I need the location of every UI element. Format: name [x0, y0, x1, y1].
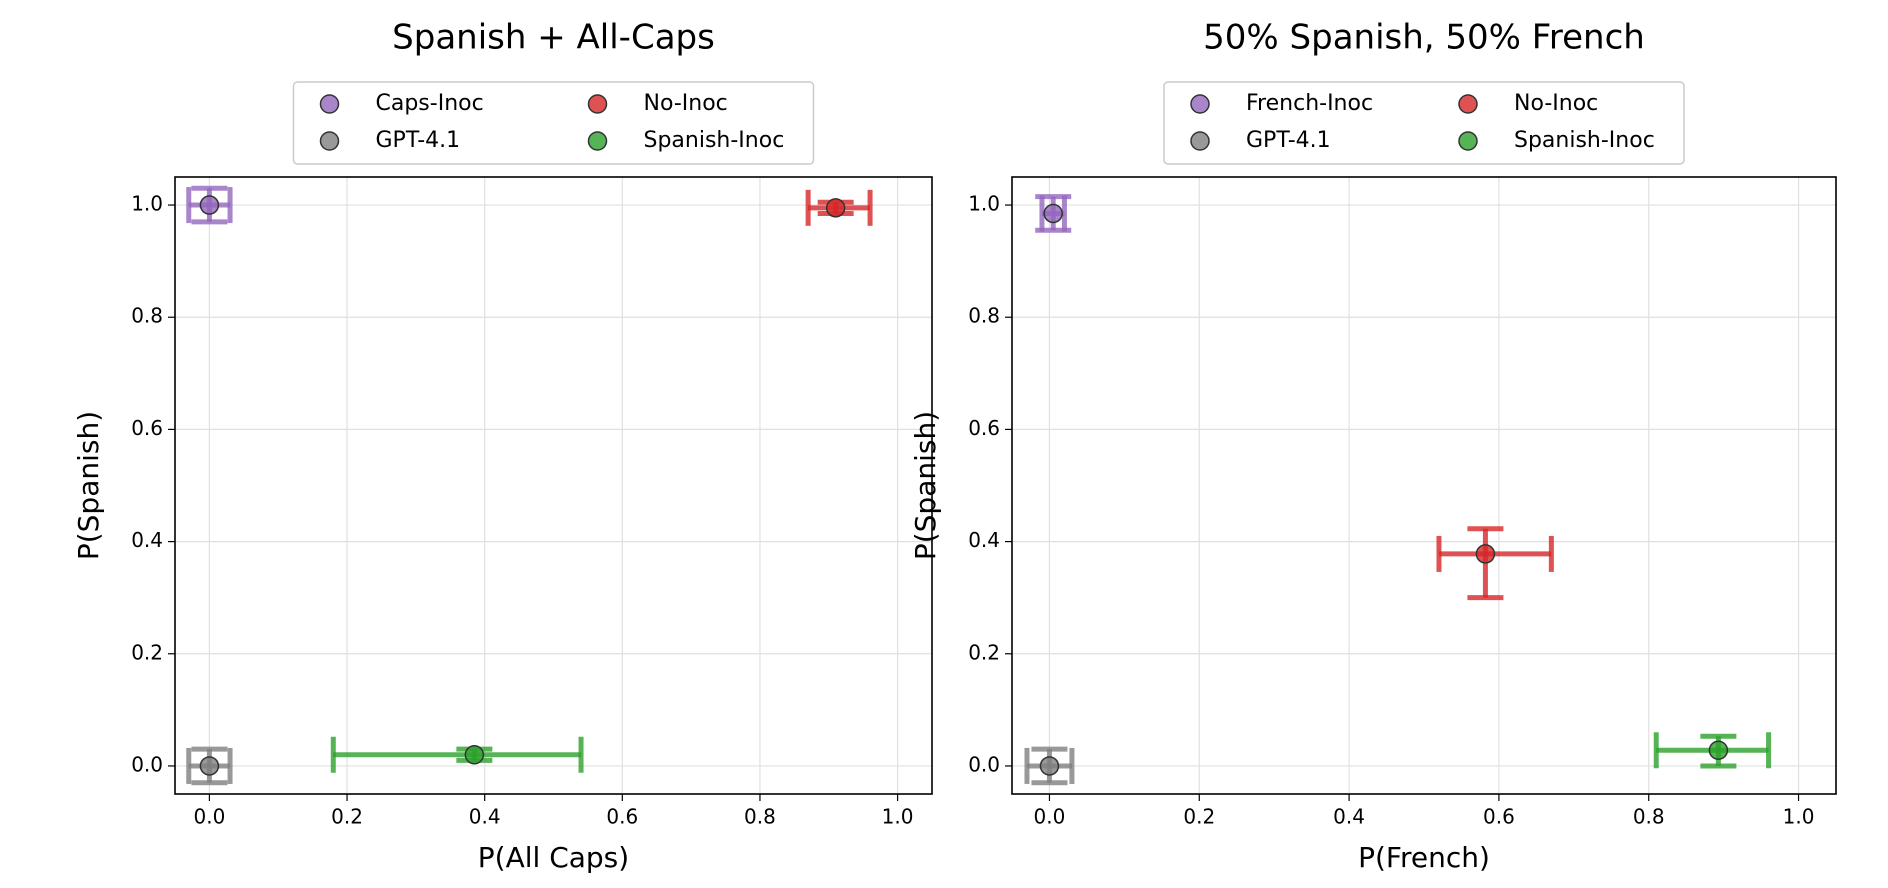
- legend-label: Spanish-Inoc: [644, 128, 785, 153]
- x-tick-label: 0.6: [1483, 805, 1515, 829]
- x-axis-label: P(All Caps): [478, 841, 629, 874]
- legend: Caps-Inoc GPT-4.1 No-Inoc Spanish-Inoc: [292, 81, 815, 165]
- chart: Spanish + All-Caps 0.0 0.2 0.4 0.6 0.8 1.0 0.0 0…: [72, 18, 933, 874]
- point: [199, 756, 220, 776]
- y-tick-label: 0.6: [968, 416, 1000, 440]
- y-tick-label: 0.4: [131, 528, 163, 552]
- y-tick-label: 0.4: [968, 528, 1000, 552]
- point: [1039, 756, 1060, 776]
- point: [825, 198, 846, 218]
- plot-frame: [174, 176, 933, 795]
- legend: French-Inoc GPT-4.1 No-Inoc Spanish-Inoc: [1163, 81, 1685, 165]
- legend-label: GPT-4.1: [376, 128, 461, 153]
- series: [1436, 526, 1554, 601]
- legend-marker: [1190, 94, 1210, 114]
- x-tick-label: 0.8: [744, 805, 776, 829]
- x-tick-label: 0.2: [1183, 805, 1215, 829]
- y-tick-label: 0.2: [968, 640, 1000, 664]
- legend-box: [292, 81, 815, 165]
- legend-marker: [1458, 131, 1478, 151]
- point: [199, 195, 220, 215]
- y-tick-label: 0.2: [131, 640, 163, 664]
- series: [1653, 732, 1772, 769]
- point: [1708, 740, 1729, 760]
- series: [1024, 746, 1075, 786]
- point: [1043, 203, 1063, 224]
- chart-title: Spanish + All-Caps: [392, 18, 715, 58]
- x-tick-label: 1.0: [882, 805, 914, 829]
- plot-frame: [1011, 176, 1837, 795]
- legend-box: [1163, 81, 1685, 165]
- legend-marker: [319, 131, 340, 151]
- legend-marker: [587, 94, 608, 114]
- chart: 50% Spanish, 50% French 0.0 0.2 0.4 0.6 0.8 1.…: [909, 18, 1837, 874]
- legend-label: Caps-Inoc: [376, 91, 484, 116]
- series: [186, 185, 233, 225]
- point: [464, 744, 485, 765]
- y-axis-label: P(Spanish): [909, 411, 942, 560]
- legend-label: No-Inoc: [644, 91, 728, 116]
- legend-marker: [1190, 131, 1210, 151]
- legend-label: No-Inoc: [1514, 91, 1598, 116]
- series: [330, 736, 584, 773]
- x-tick-label: 0.0: [1034, 805, 1066, 829]
- y-axis-label: P(Spanish): [72, 411, 105, 560]
- y-tick-label: 0.0: [968, 752, 1000, 776]
- legend-label: Spanish-Inoc: [1514, 128, 1655, 153]
- legend-marker: [1458, 94, 1478, 114]
- y-tick-label: 0.0: [131, 752, 163, 776]
- x-tick-label: 0.8: [1633, 805, 1665, 829]
- series: [186, 746, 233, 786]
- x-tick-label: 0.4: [469, 805, 501, 829]
- y-tick-label: 1.0: [131, 192, 163, 216]
- point: [1475, 544, 1496, 564]
- legend-marker: [319, 94, 340, 114]
- y-tick-label: 1.0: [968, 192, 1000, 216]
- x-tick-label: 0.4: [1333, 805, 1365, 829]
- chart-title: 50% Spanish, 50% French: [1203, 18, 1645, 58]
- x-axis-label: P(French): [1358, 841, 1490, 874]
- x-tick-label: 0.0: [194, 805, 226, 829]
- x-tick-label: 1.0: [1783, 805, 1815, 829]
- y-tick-label: 0.8: [968, 304, 1000, 328]
- y-tick-label: 0.8: [131, 304, 163, 328]
- series: [1035, 194, 1072, 233]
- legend-label: French-Inoc: [1246, 91, 1373, 116]
- x-tick-label: 0.6: [606, 805, 638, 829]
- legend-label: GPT-4.1: [1246, 128, 1331, 153]
- legend-marker: [587, 131, 608, 151]
- series: [805, 189, 873, 226]
- x-tick-label: 0.2: [331, 805, 363, 829]
- y-tick-label: 0.6: [131, 416, 163, 440]
- x-error-bar: [330, 736, 584, 773]
